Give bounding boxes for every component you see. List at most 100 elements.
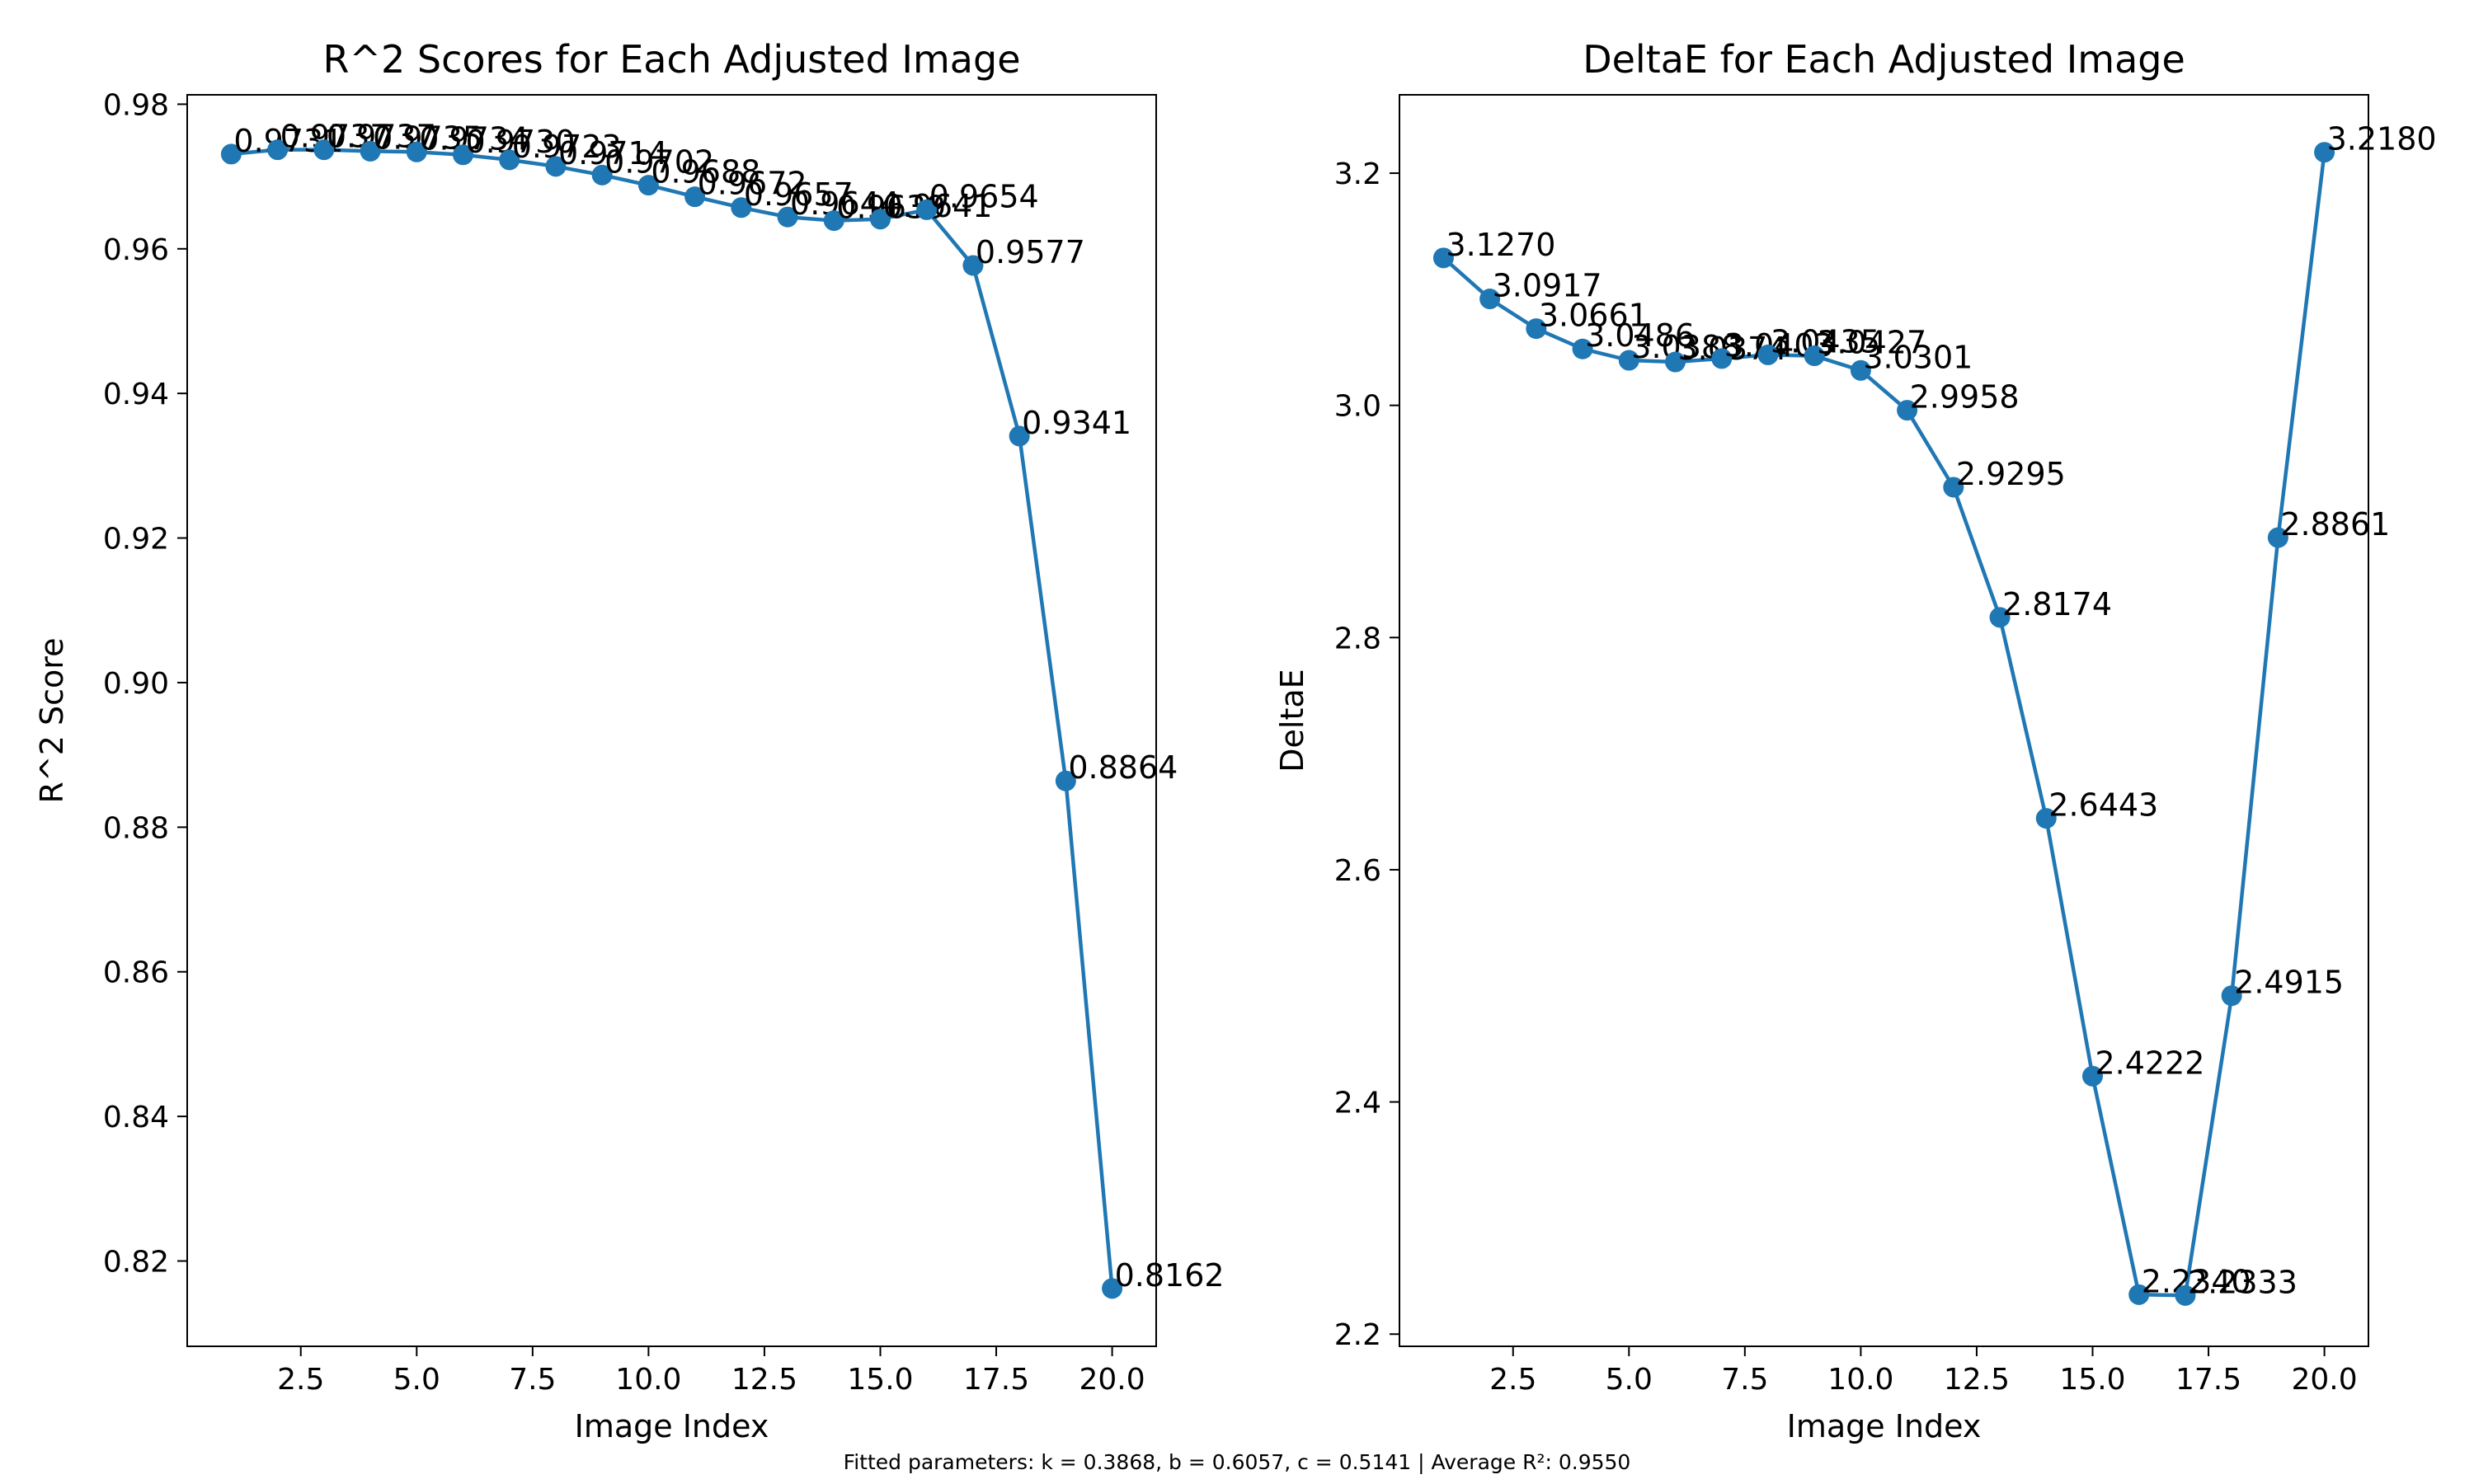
x-tick-label: 17.5 — [2175, 1363, 2241, 1397]
data-label: 0.9341 — [1022, 405, 1131, 441]
data-label: 3.0435 — [1771, 323, 1880, 359]
x-tick-label: 5.0 — [1606, 1363, 1653, 1397]
x-tick-label: 12.5 — [731, 1363, 797, 1397]
y-tick-label: 3.2 — [1334, 157, 1381, 191]
data-label: 0.9714 — [558, 135, 668, 171]
y-tick-label: 2.4 — [1334, 1087, 1381, 1120]
data-label: 2.4915 — [2234, 965, 2344, 1001]
data-label: 2.8861 — [2280, 506, 2390, 542]
data-point — [1102, 1278, 1123, 1299]
data-point — [2128, 1284, 2150, 1305]
y-tick-label: 0.96 — [103, 233, 169, 267]
data-point — [823, 210, 844, 232]
x-tick-label: 15.0 — [2059, 1363, 2125, 1397]
deltae-chart: DeltaE for Each Adjusted Image 2.5 5.0 7.5 1… — [1274, 37, 2437, 1444]
x-axis-label: Image Index — [1787, 1408, 1982, 1444]
data-point — [2267, 527, 2288, 548]
y-tick-label: 0.90 — [103, 667, 169, 701]
data-point — [1989, 607, 2011, 628]
x-tick-label: 10.0 — [615, 1363, 681, 1397]
data-label: 2.4222 — [2095, 1045, 2204, 1081]
chart-title: DeltaE for Each Adjusted Image — [1583, 37, 2185, 82]
axes-frame — [186, 94, 1157, 1347]
data-point — [545, 156, 567, 177]
data-point — [637, 175, 659, 196]
data-point — [916, 199, 938, 220]
fitted-parameters-footer: Fitted parameters: k = 0.3868, b = 0.605… — [844, 1450, 1631, 1474]
data-point — [962, 255, 984, 276]
y-tick-label: 0.92 — [103, 523, 169, 556]
data-label: 3.0301 — [1863, 339, 1973, 375]
data-label: 0.9577 — [976, 234, 1085, 270]
data-point — [220, 143, 242, 165]
y-tick-label: 2.2 — [1334, 1318, 1381, 1352]
y-tick-label: 0.88 — [103, 811, 169, 845]
data-point — [1757, 344, 1779, 365]
data-point — [1432, 247, 1454, 269]
data-point — [1665, 351, 1686, 373]
data-label: 3.1270 — [1446, 227, 1555, 263]
data-label: 3.2180 — [2327, 121, 2437, 157]
data-point — [1526, 318, 1547, 340]
x-tick-label: 17.5 — [963, 1363, 1029, 1397]
data-point — [406, 141, 427, 162]
data-point — [777, 206, 798, 228]
data-label: 0.9672 — [698, 166, 807, 202]
data-point — [869, 209, 891, 230]
data-label: 3.0661 — [1539, 298, 1649, 334]
x-tick-label: 2.5 — [277, 1363, 324, 1397]
y-tick-label: 0.84 — [103, 1101, 169, 1134]
data-point — [2175, 1284, 2196, 1306]
x-tick-label: 20.0 — [1079, 1363, 1145, 1397]
data-point — [1804, 345, 1825, 367]
data-label: 0.8162 — [1115, 1257, 1225, 1294]
data-label: 0.9641 — [882, 188, 992, 224]
data-label: 2.2340 — [2142, 1263, 2251, 1299]
y-tick-label: 0.82 — [103, 1246, 169, 1280]
y-tick-label: 2.8 — [1334, 622, 1381, 655]
data-point — [453, 144, 474, 166]
data-label: 2.6443 — [2048, 787, 2158, 824]
data-label: 3.0917 — [1493, 268, 1602, 304]
data-point — [1479, 289, 1501, 310]
x-tick-label: 5.0 — [393, 1363, 440, 1397]
data-label: 0.9657 — [744, 176, 854, 213]
data-point — [2035, 808, 2057, 829]
y-tick-label: 0.98 — [103, 88, 169, 122]
y-tick-label: 0.94 — [103, 378, 169, 411]
data-label: 2.9295 — [1956, 456, 2066, 492]
data-label: 0.9654 — [929, 178, 1039, 214]
x-tick-label: 20.0 — [2292, 1363, 2358, 1397]
data-point — [1850, 359, 1871, 381]
y-axis-label: DeltaE — [1274, 669, 1310, 772]
y-tick-label: 0.86 — [103, 956, 169, 990]
data-label: 2.8174 — [2002, 586, 2112, 622]
y-tick-label: 3.0 — [1334, 390, 1381, 424]
data-point — [684, 186, 706, 208]
data-point — [2221, 985, 2242, 1007]
data-point — [1897, 400, 1918, 421]
data-point — [1711, 348, 1733, 369]
data-label: 0.9723 — [512, 129, 622, 165]
data-point — [1009, 425, 1030, 447]
data-label: 0.9730 — [466, 124, 576, 160]
x-tick-label: 7.5 — [1721, 1363, 1768, 1397]
data-point — [1055, 770, 1076, 791]
axes-frame — [1399, 94, 2369, 1347]
x-tick-label: 15.0 — [847, 1363, 913, 1397]
data-label: 2.2333 — [2188, 1264, 2298, 1300]
data-point — [1943, 477, 1964, 498]
data-label: 0.8864 — [1068, 749, 1178, 786]
data-point — [731, 197, 752, 218]
data-label: 0.9702 — [604, 143, 714, 180]
x-axis-label: Image Index — [575, 1408, 769, 1444]
data-label: 2.9958 — [1910, 379, 2020, 416]
r2-chart: R^2 Scores for Each Adjusted Image 2.5 5.0… — [34, 37, 1225, 1444]
data-point — [499, 149, 520, 171]
data-label: 3.0486 — [1585, 317, 1695, 354]
data-point — [2081, 1065, 2103, 1087]
data-point — [1618, 350, 1639, 371]
data-point — [2314, 142, 2335, 163]
